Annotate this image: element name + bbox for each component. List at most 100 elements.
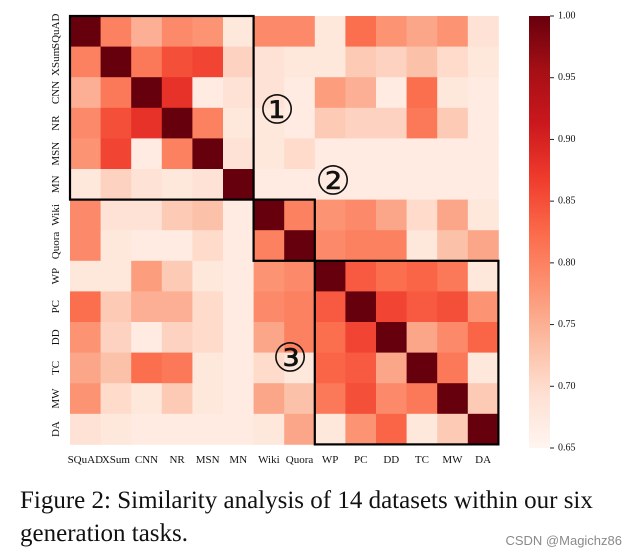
heatmap-cell: [345, 169, 377, 200]
heatmap-cell: [253, 413, 285, 445]
heatmap-cell: [284, 16, 316, 47]
heatmap-cell: [131, 138, 163, 170]
heatmap-cell: [253, 352, 285, 384]
heatmap-cell: [223, 352, 254, 384]
colorbar-tick-label: 0.70: [558, 381, 576, 392]
watermark: CSDN @Magichz86: [505, 533, 622, 548]
heatmap-cell: [70, 352, 101, 384]
heatmap-cell: [437, 352, 469, 384]
heatmap-cell: [161, 291, 193, 323]
heatmap-cell: [192, 199, 224, 231]
heatmap-cell: [406, 291, 438, 323]
heatmap-cell: [437, 413, 469, 445]
heatmap-cell: [192, 169, 224, 200]
heatmap-cell: [192, 46, 224, 78]
heatmap-cell: [70, 322, 101, 353]
heatmap-cell: [223, 383, 254, 415]
heatmap-cell: [253, 260, 285, 292]
heatmap-cell: [376, 77, 407, 109]
heatmap-cell: [100, 322, 132, 353]
heatmap-cell: [467, 383, 499, 415]
x-tick-label: Quora: [286, 454, 314, 466]
heatmap-cell: [70, 260, 101, 292]
heatmap-cell: [70, 169, 101, 200]
heatmap-cell: [376, 260, 407, 292]
x-tick-label: TC: [415, 454, 429, 466]
heatmap-cell: [131, 107, 163, 139]
y-tick-label: CNN: [50, 81, 62, 104]
heatmap-cell: [100, 16, 132, 47]
heatmap-cell: [100, 352, 132, 384]
heatmap-cell: [284, 199, 316, 231]
heatmap-cell: [406, 138, 438, 170]
heatmap-cell: [161, 230, 193, 262]
y-tick-label: MN: [50, 175, 62, 193]
group-box: [68, 14, 255, 201]
heatmap-cell: [223, 413, 254, 445]
heatmap-cell: [345, 230, 377, 262]
heatmap-cell: [284, 230, 316, 262]
heatmap-cell: [437, 138, 469, 170]
heatmap-cell: [284, 260, 316, 292]
heatmap-cell: [437, 107, 469, 139]
x-tick-label: SQuAD: [68, 454, 104, 466]
heatmap-cell: [192, 383, 224, 415]
heatmap-cell: [406, 199, 438, 231]
group-labels: ①② ③: [259, 88, 351, 381]
heatmap-cell: [131, 169, 163, 200]
y-tick-label: TC: [50, 361, 62, 375]
heatmap-cell: [161, 16, 193, 47]
x-tick-label: DD: [383, 454, 399, 466]
heatmap-cell: [376, 291, 407, 323]
heatmap-cell: [376, 107, 407, 139]
x-tick-label: Wiki: [258, 454, 280, 466]
x-tick-label: WP: [322, 454, 339, 466]
colorbar-tick-label: 0.95: [558, 72, 576, 83]
y-tick-label: Quora: [50, 232, 62, 260]
heatmap-cell: [345, 413, 377, 445]
heatmap-cell: [100, 230, 132, 262]
heatmap-cell: [406, 16, 438, 47]
heatmap-cell: [314, 291, 346, 323]
heatmap-cell: [131, 260, 163, 292]
x-tick-label: DA: [475, 454, 491, 466]
heatmap-cell: [376, 46, 407, 78]
colorbar-gradient: [529, 16, 550, 448]
colorbar-tick-label: 1.00: [558, 11, 576, 22]
colorbar-tick-label: 0.90: [558, 134, 576, 145]
heatmap-cell: [253, 322, 285, 353]
heatmap-cell: [314, 107, 346, 139]
heatmap-cell: [253, 230, 285, 262]
heatmap-cell: [376, 352, 407, 384]
heatmap-cell: [376, 16, 407, 47]
x-tick-label: MW: [442, 454, 463, 466]
heatmap-cell: [467, 352, 499, 384]
heatmap-cell: [406, 413, 438, 445]
colorbar-tick-label: 0.80: [558, 257, 576, 268]
group-box: [313, 259, 500, 446]
figure-caption: Figure 2: Similarity analysis of 14 data…: [20, 487, 593, 547]
colorbar-tick-label: 0.75: [558, 319, 576, 330]
y-tick-label: MW: [50, 388, 62, 409]
heatmap-cell: [131, 230, 163, 262]
heatmap-cell: [437, 46, 469, 78]
heatmap-cell: [192, 260, 224, 292]
heatmap-cell: [314, 413, 346, 445]
heatmap-cell: [161, 107, 193, 139]
heatmap-cell: [314, 46, 346, 78]
heatmap-cell: [467, 169, 499, 200]
group-label: ②: [315, 159, 351, 204]
x-tick-label: MSN: [196, 454, 220, 466]
x-tick-label: PC: [354, 454, 367, 466]
heatmap-cell: [284, 383, 316, 415]
heatmap-cell: [437, 16, 469, 47]
heatmap-cell: [437, 77, 469, 109]
heatmap-cell: [161, 352, 193, 384]
heatmap-cell: [131, 199, 163, 231]
group-label: ①: [259, 88, 295, 133]
heatmap-cell: [100, 291, 132, 323]
heatmap-cell: [70, 77, 101, 109]
heatmap-cell: [100, 138, 132, 170]
